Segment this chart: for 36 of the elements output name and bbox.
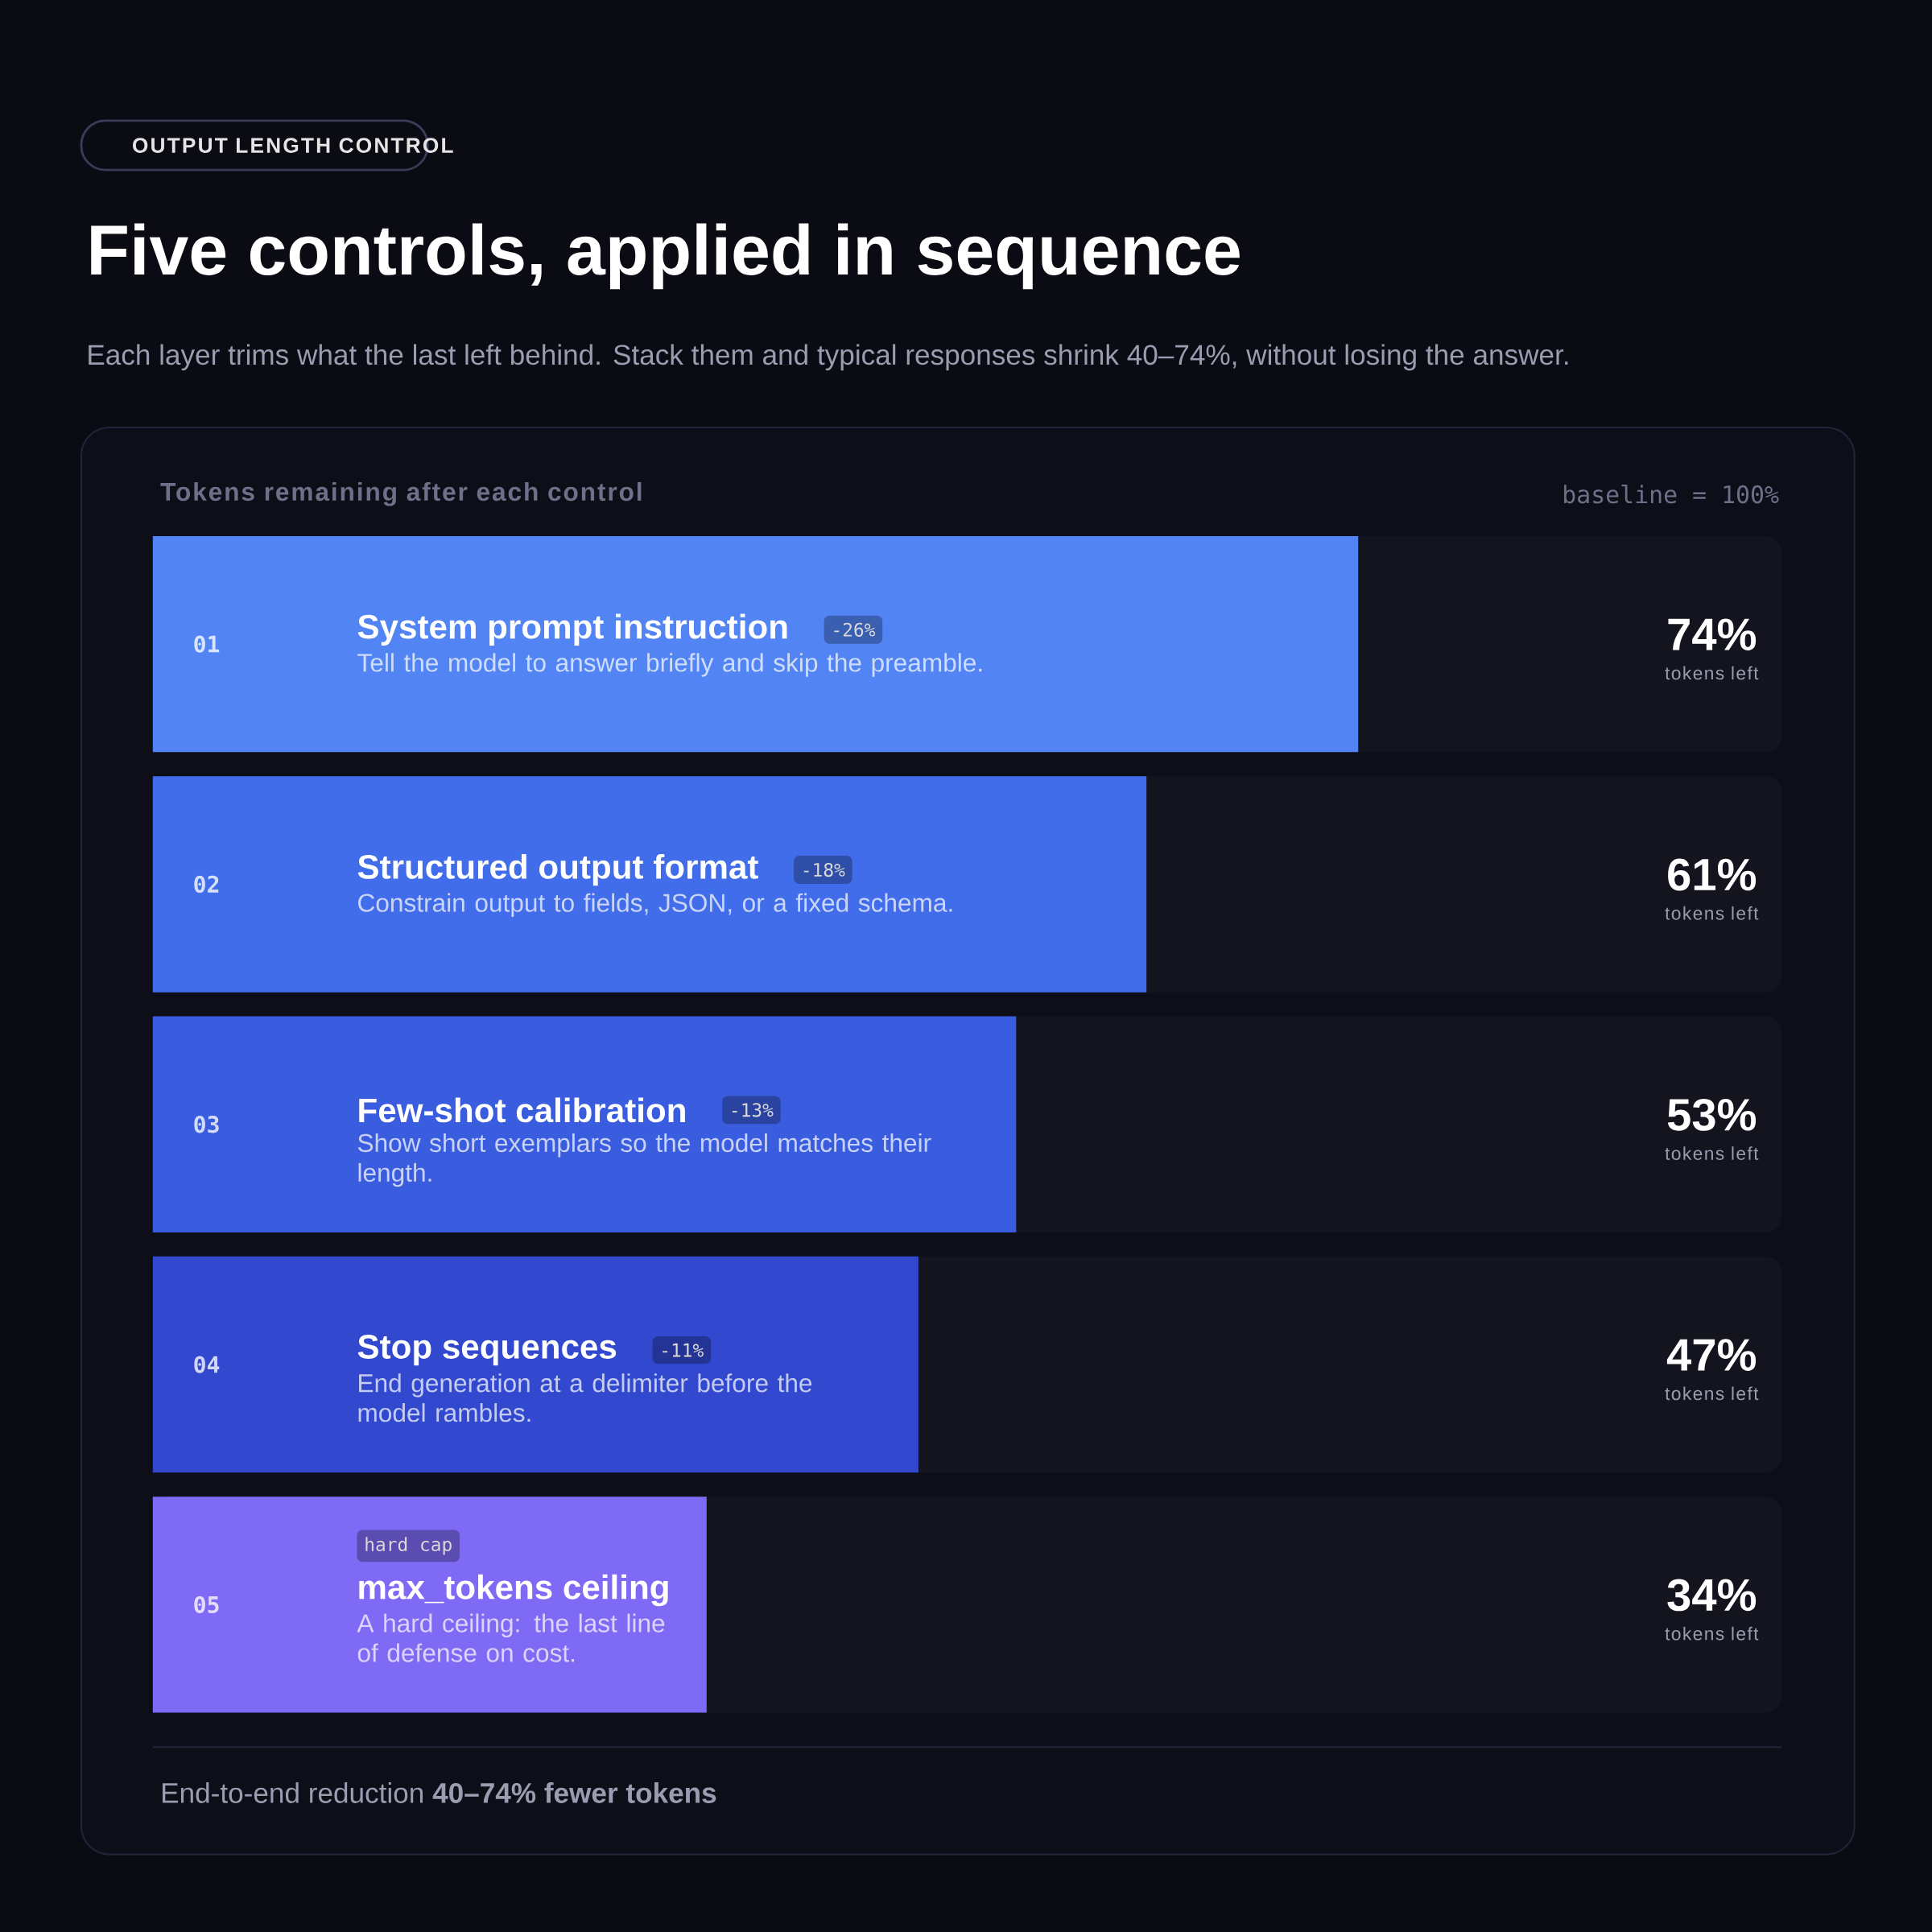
y-tick-label: Stop sequences <box>357 1335 617 1366</box>
annotation: Show short exemplars so the model matches their length. <box>357 1133 931 1187</box>
annotation: 01 <box>194 635 220 653</box>
annotation: -26% <box>834 622 876 637</box>
annotation: 04 <box>194 1356 220 1373</box>
y-tick-label: Structured output format <box>357 853 758 886</box>
y-tick-label: System prompt instruction <box>357 613 787 646</box>
y-tick-label: max_tokens ceiling <box>359 1574 668 1607</box>
text: baseline = 100% <box>1564 485 1779 504</box>
text: OUTPUT LENGTH CONTROL <box>133 138 453 153</box>
annotation: Constrain output to fields, JSON, or a fixed schema. <box>358 893 952 918</box>
chart-title: Five controls, applied in sequence <box>91 223 1240 290</box>
data-label: 34% <box>1667 1579 1757 1612</box>
annotation: tokens left <box>1665 1386 1759 1401</box>
annotation: A hard ceiling: the last line of defense on cost. <box>357 1613 665 1662</box>
y-tick-label: Few-shot calibration <box>359 1097 685 1123</box>
data-label: 47% <box>1666 1339 1757 1371</box>
data-label: 61% <box>1668 858 1757 891</box>
annotation: 02 <box>194 875 219 894</box>
annotation: tokens left <box>1665 666 1759 680</box>
annotation: End generation at a delimiter before the model rambles. <box>358 1373 812 1422</box>
annotation: 05 <box>194 1596 219 1613</box>
chart-subtitle: Each layer trims what the last left behind. Stack them and typical responses shrink 40–74%, without losing the answer. <box>89 344 1568 371</box>
text: End-to-end reduction 40–74% fewer tokens <box>162 1782 716 1803</box>
data-label: 74% <box>1668 618 1757 650</box>
annotation: tokens left <box>1665 1626 1759 1641</box>
annotation: hard cap <box>365 1537 452 1555</box>
annotation: -18% <box>803 862 845 877</box>
annotation: tokens left <box>1665 1146 1759 1160</box>
annotation: 03 <box>194 1116 219 1133</box>
annotation: -11% <box>663 1343 704 1357</box>
annotation: tokens left <box>1665 906 1759 920</box>
data-label: 53% <box>1667 1098 1757 1131</box>
annotation: Tell the model to answer briefly and skip the preamble. <box>357 653 982 677</box>
annotation: -13% <box>732 1103 774 1117</box>
x-axis-title: Tokens remaining after each control <box>160 481 642 506</box>
